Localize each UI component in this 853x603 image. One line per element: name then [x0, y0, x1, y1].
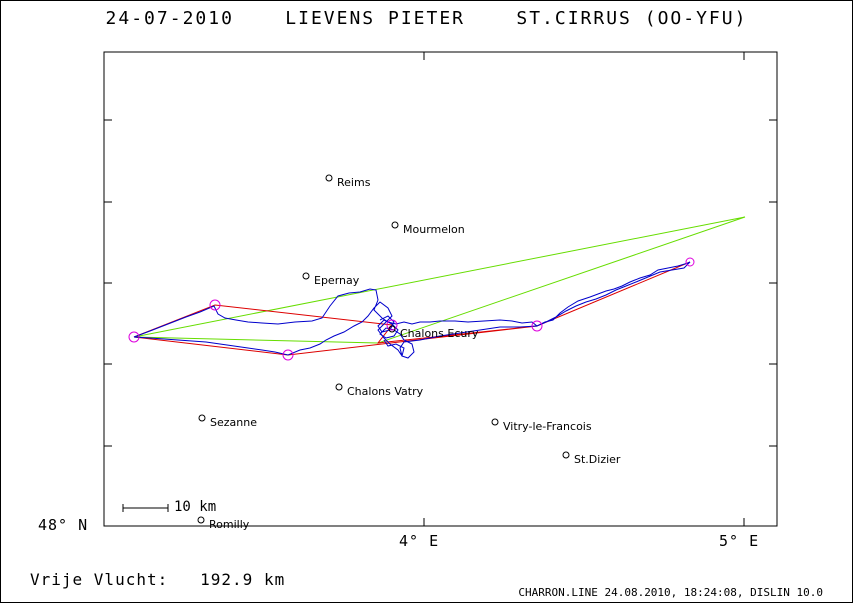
scale-bar-label: 10 km [174, 499, 217, 515]
fai-triangle [133, 216, 746, 344]
x-axis-label-4e: 4° E [399, 532, 440, 550]
plot-area [103, 51, 778, 527]
distance-label: Vrije Vlucht: [30, 570, 169, 589]
city-marker: Reims [325, 174, 371, 189]
city-marker: Romilly [197, 516, 250, 531]
city-label: Vitry-le-Francois [503, 420, 592, 433]
flight-title: 24-07-2010 LIEVENS PIETER ST.CIRRUS (OO-… [0, 8, 853, 29]
city-label: Epernay [314, 274, 360, 287]
x-axis-label-5e: 5° E [719, 532, 760, 550]
city-marker: Sezanne [198, 414, 257, 429]
pilot-name: LIEVENS PIETER [285, 8, 465, 29]
city-layer: Reims Mourmelon Epernay Chalons Ecury Chalon… [197, 174, 621, 531]
city-marker: Epernay [302, 272, 360, 287]
flight-track [133, 261, 691, 357]
turnpoint-marker [282, 349, 294, 361]
city-label: Chalons Ecury [400, 327, 479, 340]
city-label: Chalons Vatry [347, 385, 424, 398]
y-ticks [104, 119, 777, 527]
city-dot [335, 383, 343, 391]
city-label: St.Dizier [574, 453, 621, 466]
turnpoint-marker [531, 320, 543, 332]
turnpoint-marker [386, 319, 398, 331]
city-marker: Vitry-le-Francois [491, 418, 592, 433]
city-marker: Chalons Ecury [388, 325, 479, 340]
city-dot [198, 414, 206, 422]
program-credit: CHARRON.LINE 24.08.2010, 18:24:08, DISLI… [518, 586, 823, 599]
glider-name: ST.CIRRUS (OO-YFU) [516, 8, 748, 29]
city-label: Mourmelon [403, 223, 465, 236]
distance-value: 192.9 km [200, 570, 286, 589]
city-label: Romilly [209, 518, 250, 531]
turnpoint-markers [128, 257, 695, 361]
x-ticks [423, 52, 745, 526]
scale-bar [122, 504, 169, 512]
distance-summary: Vrije Vlucht: 192.9 km [30, 570, 285, 589]
city-dot [491, 418, 499, 426]
city-marker: St.Dizier [562, 451, 621, 466]
city-dot [325, 174, 333, 182]
y-axis-label-48n: 48° N [38, 516, 89, 534]
turnpoint-marker [128, 331, 140, 343]
city-label: Sezanne [210, 416, 257, 429]
city-dot [302, 272, 310, 280]
city-dot [197, 516, 205, 524]
city-marker: Mourmelon [391, 221, 465, 236]
turnpoint-marker [685, 257, 695, 267]
city-dot [391, 221, 399, 229]
turnpoint-marker [209, 299, 221, 311]
flight-date: 24-07-2010 [105, 8, 234, 29]
city-dot [562, 451, 570, 459]
flight-track-loops [377, 315, 415, 359]
city-marker: Chalons Vatry [335, 383, 424, 398]
city-label: Reims [337, 176, 371, 189]
city-dot [388, 325, 396, 333]
